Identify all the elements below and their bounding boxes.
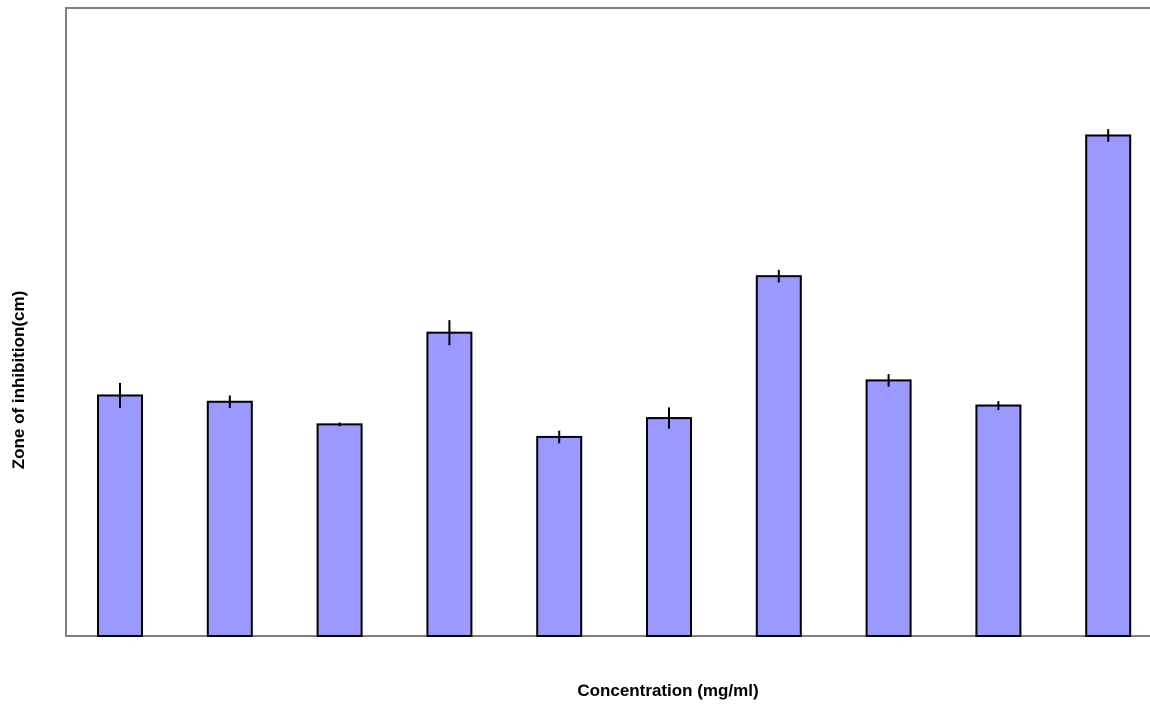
bar-3 xyxy=(316,423,363,638)
x-axis-title: Concentration (mg/ml) xyxy=(577,681,758,700)
bar-6 xyxy=(646,417,692,638)
bar-10 xyxy=(1085,134,1132,637)
plot-frame xyxy=(65,7,1150,637)
bars-group xyxy=(97,134,1132,638)
plot-area xyxy=(65,7,1150,637)
bar-5 xyxy=(536,435,583,638)
bar-1 xyxy=(97,394,143,638)
bar-8 xyxy=(865,379,912,637)
bar-4 xyxy=(426,331,473,637)
bar-7 xyxy=(755,275,802,637)
bar-9 xyxy=(975,404,1022,637)
y-axis-title: Zone of inhibition(cm) xyxy=(9,291,28,469)
error-bars-group xyxy=(119,129,1110,444)
bar-2 xyxy=(206,400,253,638)
